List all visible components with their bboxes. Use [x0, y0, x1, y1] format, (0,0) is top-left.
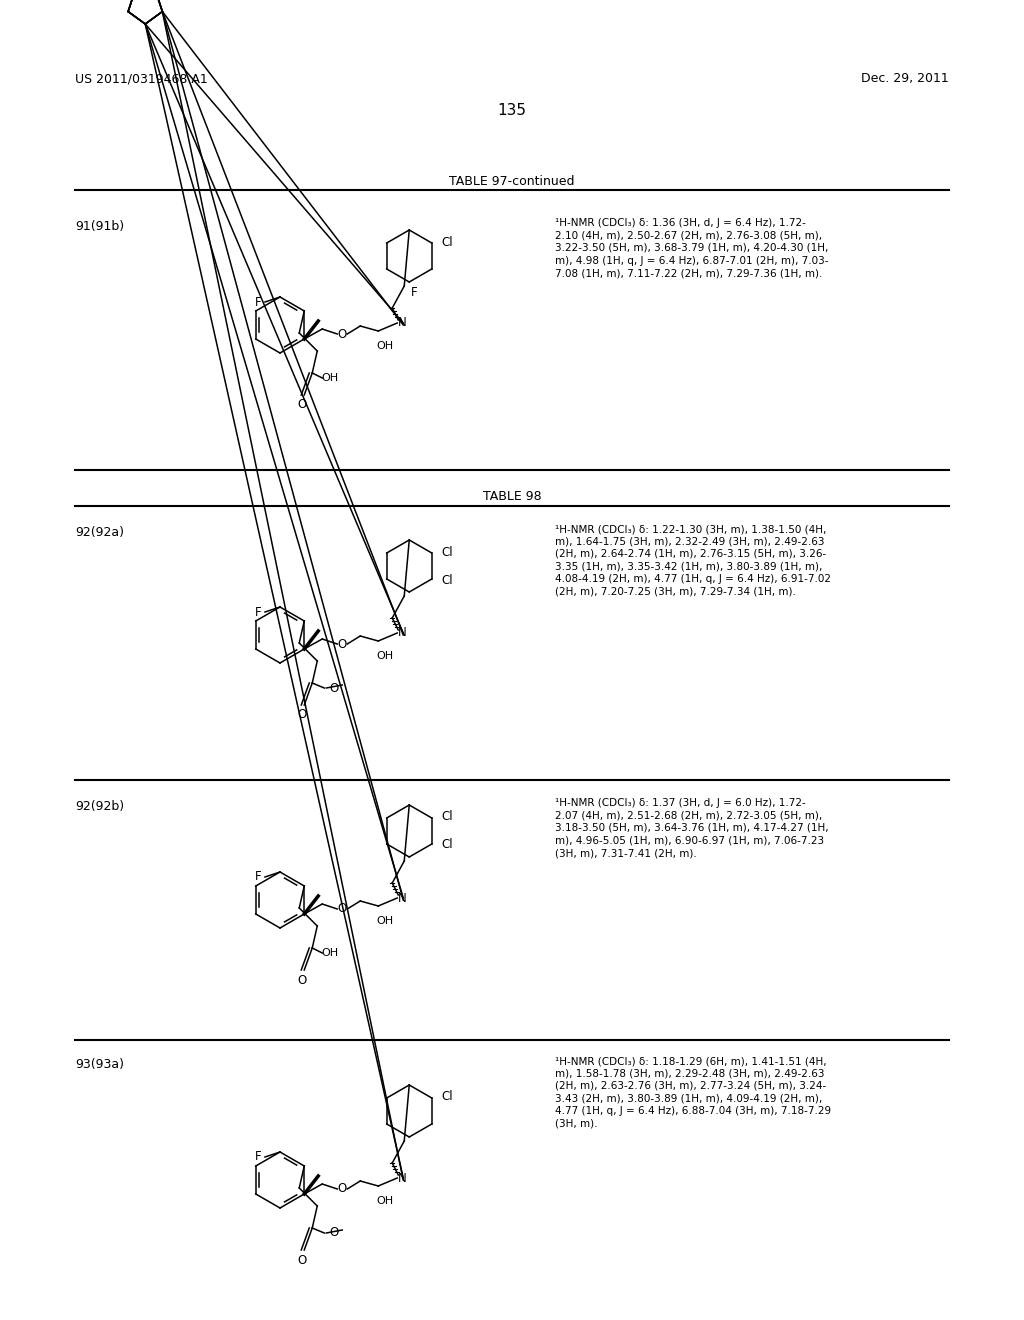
Text: Cl: Cl: [441, 1090, 453, 1104]
Text: F: F: [255, 1151, 261, 1163]
Text: OH: OH: [322, 374, 339, 383]
Text: US 2011/0319468 A1: US 2011/0319468 A1: [75, 73, 208, 84]
Text: m), 4.96-5.05 (1H, m), 6.90-6.97 (1H, m), 7.06-7.23: m), 4.96-5.05 (1H, m), 6.90-6.97 (1H, m)…: [555, 836, 824, 846]
Text: OH: OH: [322, 948, 339, 958]
Text: O: O: [298, 974, 307, 986]
Text: OH: OH: [377, 916, 394, 927]
Text: OH: OH: [377, 341, 394, 351]
Text: N: N: [398, 1172, 407, 1184]
Text: (2H, m), 2.63-2.76 (3H, m), 2.77-3.24 (5H, m), 3.24-: (2H, m), 2.63-2.76 (3H, m), 2.77-3.24 (5…: [555, 1081, 826, 1092]
Text: (2H, m), 7.20-7.25 (3H, m), 7.29-7.34 (1H, m).: (2H, m), 7.20-7.25 (3H, m), 7.29-7.34 (1…: [555, 586, 796, 597]
Text: F: F: [255, 296, 261, 309]
Text: ¹H-NMR (CDCl₃) δ: 1.36 (3H, d, J = 6.4 Hz), 1.72-: ¹H-NMR (CDCl₃) δ: 1.36 (3H, d, J = 6.4 H…: [555, 218, 806, 228]
Text: TABLE 97-continued: TABLE 97-continued: [450, 176, 574, 187]
Text: F: F: [255, 606, 261, 619]
Text: m), 4.98 (1H, q, J = 6.4 Hz), 6.87-7.01 (2H, m), 7.03-: m), 4.98 (1H, q, J = 6.4 Hz), 6.87-7.01 …: [555, 256, 828, 265]
Text: 3.35 (1H, m), 3.35-3.42 (1H, m), 3.80-3.89 (1H, m),: 3.35 (1H, m), 3.35-3.42 (1H, m), 3.80-3.…: [555, 561, 822, 572]
Text: 3.43 (2H, m), 3.80-3.89 (1H, m), 4.09-4.19 (2H, m),: 3.43 (2H, m), 3.80-3.89 (1H, m), 4.09-4.…: [555, 1093, 822, 1104]
Text: Cl: Cl: [441, 235, 453, 248]
Text: OH: OH: [377, 651, 394, 661]
Text: O: O: [338, 327, 347, 341]
Text: (2H, m), 2.64-2.74 (1H, m), 2.76-3.15 (5H, m), 3.26-: (2H, m), 2.64-2.74 (1H, m), 2.76-3.15 (5…: [555, 549, 826, 558]
Text: 91(91b): 91(91b): [75, 220, 124, 234]
Text: O: O: [298, 1254, 307, 1266]
Text: m), 1.58-1.78 (3H, m), 2.29-2.48 (3H, m), 2.49-2.63: m), 1.58-1.78 (3H, m), 2.29-2.48 (3H, m)…: [555, 1068, 824, 1078]
Text: 135: 135: [498, 103, 526, 117]
Text: (3H, m).: (3H, m).: [555, 1118, 597, 1129]
Text: TABLE 98: TABLE 98: [482, 490, 542, 503]
Text: 4.77 (1H, q, J = 6.4 Hz), 6.88-7.04 (3H, m), 7.18-7.29: 4.77 (1H, q, J = 6.4 Hz), 6.88-7.04 (3H,…: [555, 1106, 831, 1115]
Text: O: O: [330, 681, 339, 694]
Text: OH: OH: [377, 1196, 394, 1206]
Text: Cl: Cl: [441, 838, 453, 851]
Text: Cl: Cl: [441, 545, 453, 558]
Text: 4.08-4.19 (2H, m), 4.77 (1H, q, J = 6.4 Hz), 6.91-7.02: 4.08-4.19 (2H, m), 4.77 (1H, q, J = 6.4 …: [555, 574, 831, 583]
Text: 2.07 (4H, m), 2.51-2.68 (2H, m), 2.72-3.05 (5H, m),: 2.07 (4H, m), 2.51-2.68 (2H, m), 2.72-3.…: [555, 810, 822, 821]
Text: 93(93a): 93(93a): [75, 1059, 124, 1071]
Text: ¹H-NMR (CDCl₃) δ: 1.22-1.30 (3H, m), 1.38-1.50 (4H,: ¹H-NMR (CDCl₃) δ: 1.22-1.30 (3H, m), 1.3…: [555, 524, 826, 535]
Text: 92(92a): 92(92a): [75, 525, 124, 539]
Text: O: O: [338, 903, 347, 916]
Text: Cl: Cl: [441, 810, 453, 824]
Text: ¹H-NMR (CDCl₃) δ: 1.18-1.29 (6H, m), 1.41-1.51 (4H,: ¹H-NMR (CDCl₃) δ: 1.18-1.29 (6H, m), 1.4…: [555, 1056, 826, 1067]
Text: 92(92b): 92(92b): [75, 800, 124, 813]
Text: O: O: [338, 638, 347, 651]
Text: O: O: [298, 709, 307, 722]
Text: O: O: [330, 1226, 339, 1239]
Text: 7.08 (1H, m), 7.11-7.22 (2H, m), 7.29-7.36 (1H, m).: 7.08 (1H, m), 7.11-7.22 (2H, m), 7.29-7.…: [555, 268, 822, 279]
Text: O: O: [338, 1183, 347, 1196]
Text: (3H, m), 7.31-7.41 (2H, m).: (3H, m), 7.31-7.41 (2H, m).: [555, 847, 696, 858]
Text: N: N: [398, 891, 407, 904]
Text: Dec. 29, 2011: Dec. 29, 2011: [861, 73, 949, 84]
Text: N: N: [398, 627, 407, 639]
Text: F: F: [411, 285, 418, 298]
Text: 3.18-3.50 (5H, m), 3.64-3.76 (1H, m), 4.17-4.27 (1H,: 3.18-3.50 (5H, m), 3.64-3.76 (1H, m), 4.…: [555, 822, 828, 833]
Text: O: O: [298, 399, 307, 412]
Text: F: F: [255, 870, 261, 883]
Text: Cl: Cl: [441, 573, 453, 586]
Text: N: N: [398, 317, 407, 330]
Text: ¹H-NMR (CDCl₃) δ: 1.37 (3H, d, J = 6.0 Hz), 1.72-: ¹H-NMR (CDCl₃) δ: 1.37 (3H, d, J = 6.0 H…: [555, 799, 806, 808]
Text: m), 1.64-1.75 (3H, m), 2.32-2.49 (3H, m), 2.49-2.63: m), 1.64-1.75 (3H, m), 2.32-2.49 (3H, m)…: [555, 536, 824, 546]
Text: 2.10 (4H, m), 2.50-2.67 (2H, m), 2.76-3.08 (5H, m),: 2.10 (4H, m), 2.50-2.67 (2H, m), 2.76-3.…: [555, 231, 822, 240]
Text: 3.22-3.50 (5H, m), 3.68-3.79 (1H, m), 4.20-4.30 (1H,: 3.22-3.50 (5H, m), 3.68-3.79 (1H, m), 4.…: [555, 243, 828, 253]
